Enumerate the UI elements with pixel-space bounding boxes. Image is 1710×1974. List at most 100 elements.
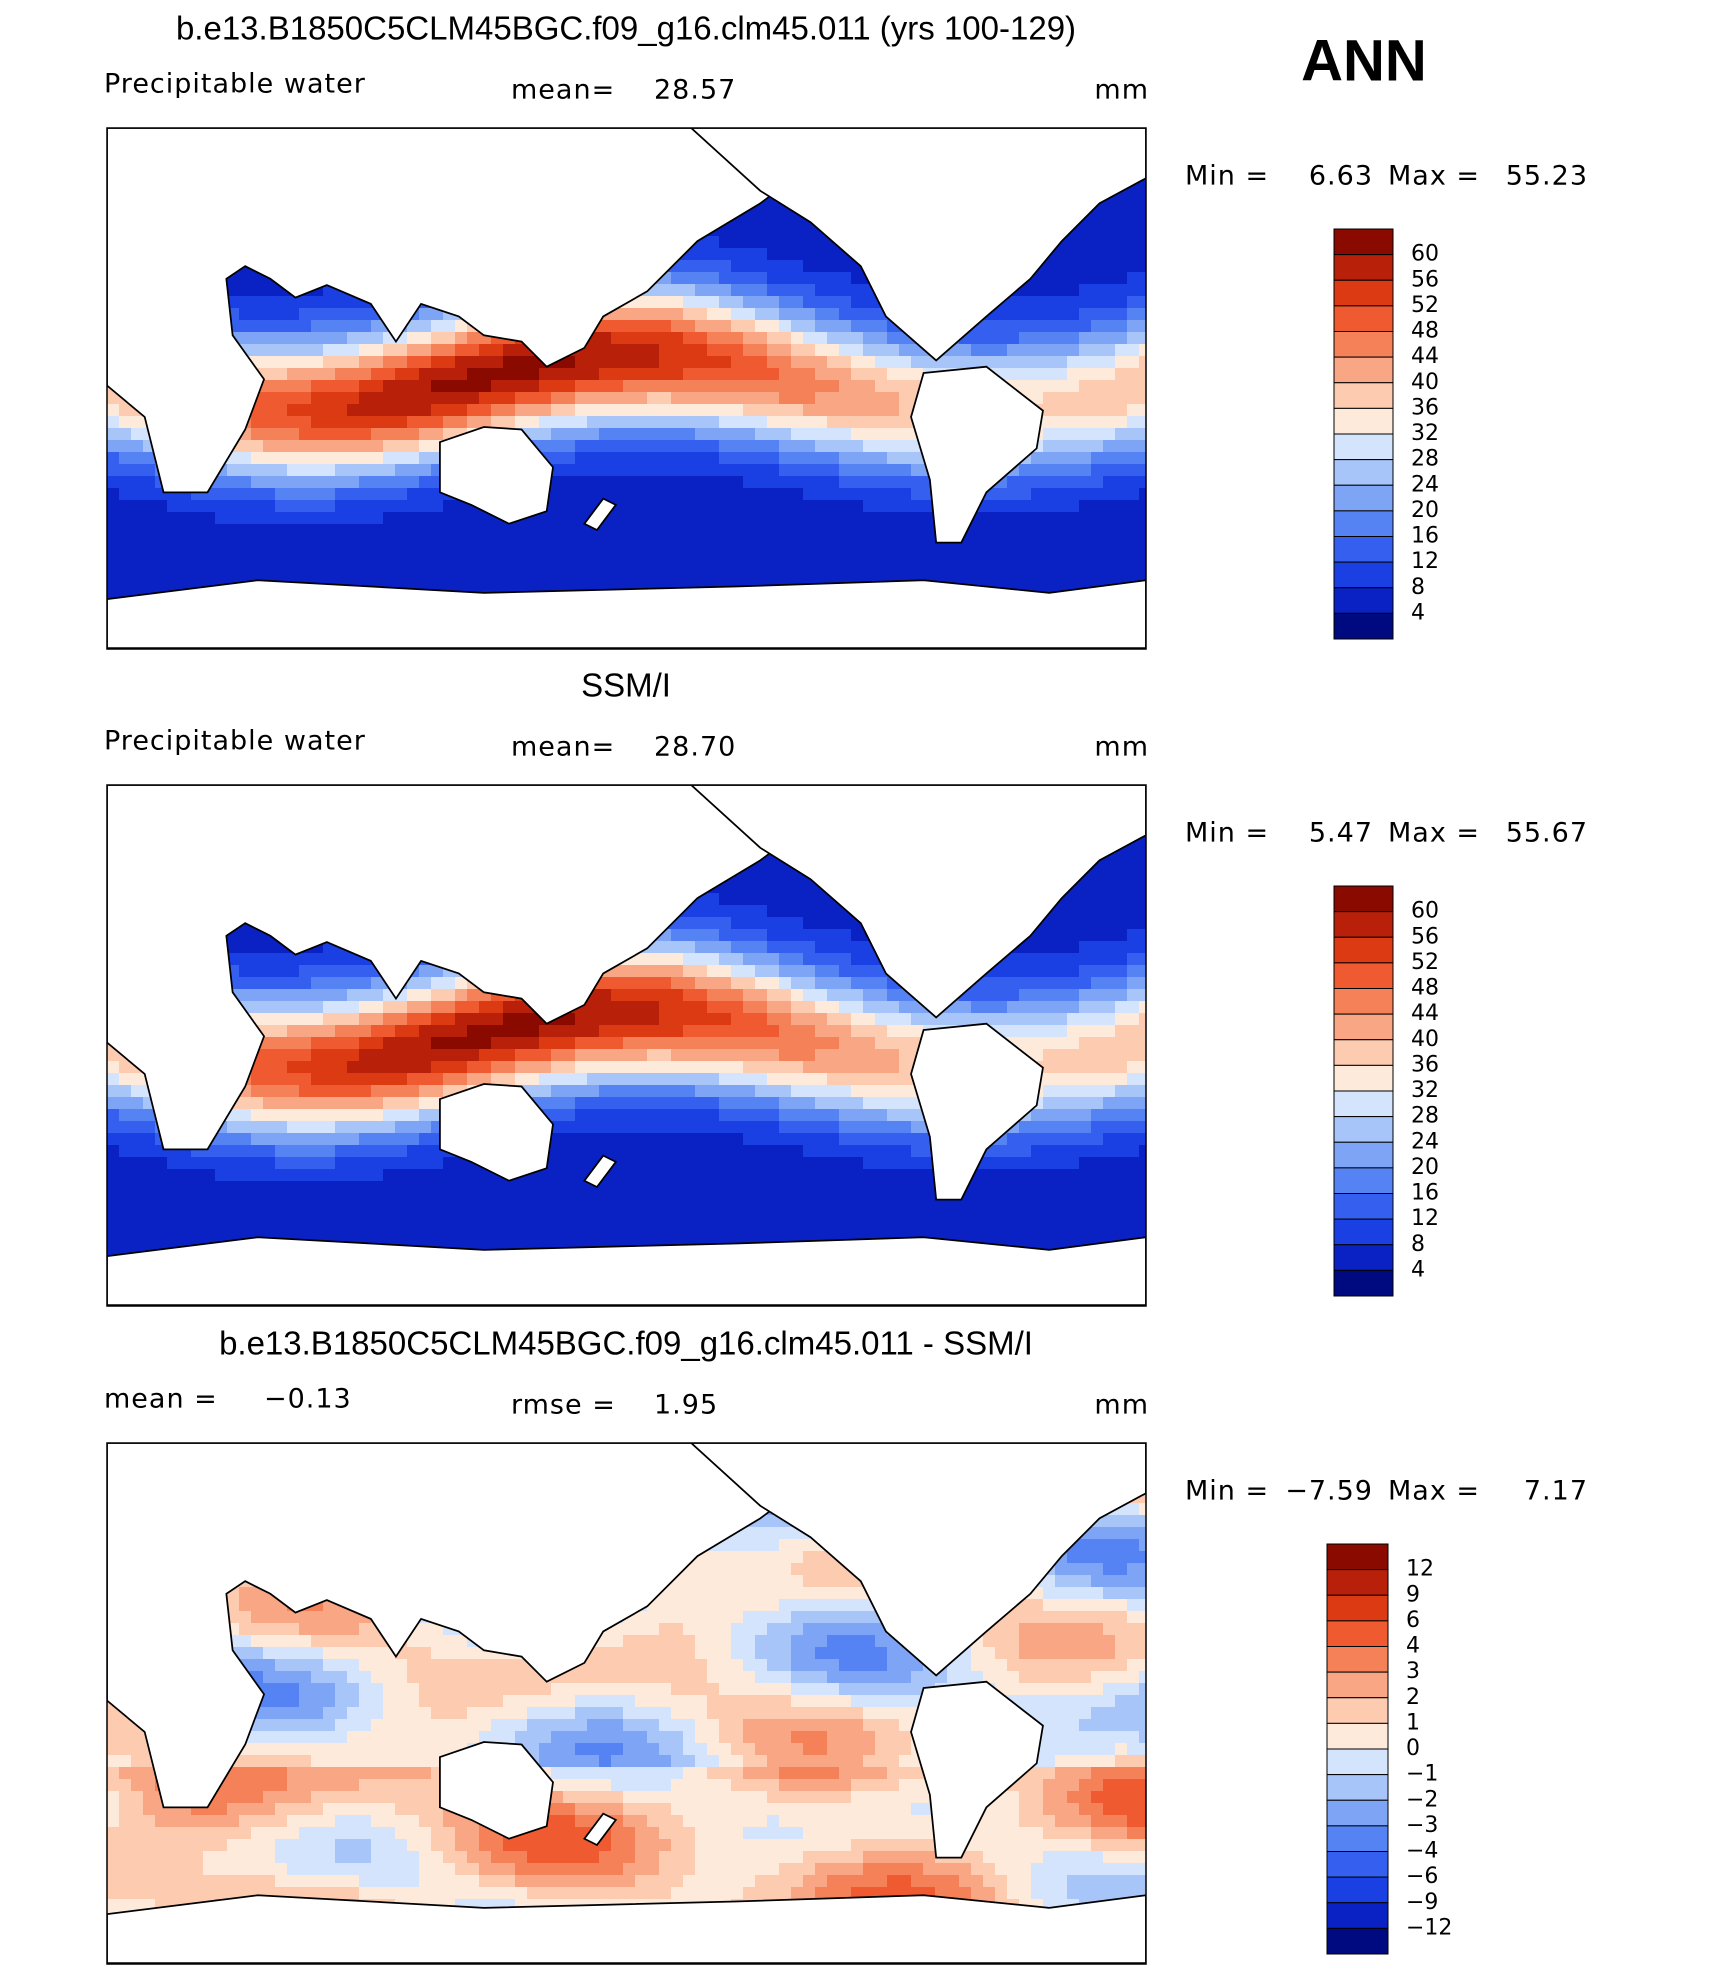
map-cell — [1115, 893, 1128, 906]
map-cell — [1127, 428, 1140, 441]
map-cell — [419, 548, 432, 561]
map-cell — [983, 344, 996, 357]
map-cell — [527, 416, 540, 429]
map-cell — [347, 296, 360, 309]
map-cell — [1043, 392, 1056, 405]
map-cell — [659, 560, 672, 573]
map-cell — [551, 428, 564, 441]
map-cell — [323, 416, 336, 429]
map-cell — [791, 476, 804, 489]
map-cell — [1055, 260, 1068, 273]
map-cell — [299, 488, 312, 501]
map-cell — [1103, 857, 1116, 870]
map-cell — [1139, 905, 1146, 918]
map-cell — [371, 332, 384, 345]
map-cell — [1139, 845, 1146, 858]
map-cell — [995, 560, 1008, 573]
map-cell — [635, 392, 648, 405]
map-cell — [515, 344, 528, 357]
colorbar-label: 44 — [1411, 344, 1439, 369]
map-cell — [1139, 464, 1146, 477]
map-cell — [1019, 308, 1032, 321]
map-cell — [827, 917, 840, 930]
map-cell — [1067, 236, 1080, 249]
map-cell — [575, 512, 588, 525]
map-cell — [395, 440, 408, 453]
map-cell — [407, 344, 420, 357]
map-cell — [1067, 488, 1080, 501]
map-cell — [467, 344, 480, 357]
map-cell — [1103, 476, 1116, 489]
map-cell — [407, 572, 420, 585]
map-cell — [335, 344, 348, 357]
map-cell — [395, 428, 408, 441]
map-cell — [1067, 344, 1080, 357]
map-cell — [1127, 869, 1140, 882]
map-cell — [815, 524, 828, 537]
map-cell — [815, 236, 828, 249]
map-cell — [1127, 893, 1140, 906]
map-cell — [215, 536, 228, 549]
map-cell — [719, 320, 732, 333]
map-cell — [755, 248, 768, 261]
map-cell — [323, 464, 336, 477]
map-cell — [1019, 344, 1032, 357]
map-cell — [779, 917, 792, 930]
map-cell — [635, 380, 648, 393]
map-cell — [155, 548, 168, 561]
map-cell — [1127, 464, 1140, 477]
map-cell — [1115, 200, 1128, 213]
map-cell — [551, 524, 564, 537]
map-cell — [251, 416, 264, 429]
map-cell — [1139, 296, 1146, 309]
map-cell — [299, 368, 312, 381]
map-cell — [863, 308, 876, 321]
map-cell — [911, 560, 924, 573]
map-cell — [959, 548, 972, 561]
map-cell — [467, 548, 480, 561]
map-cell — [431, 536, 444, 549]
map-cell — [743, 500, 756, 513]
map-cell — [659, 416, 672, 429]
map-cell — [743, 893, 756, 906]
map-cell — [371, 488, 384, 501]
map-cell — [887, 512, 900, 525]
colorbar-label: 28 — [1411, 447, 1439, 472]
map-cell — [1079, 260, 1092, 273]
map-cell — [971, 536, 984, 549]
map-cell — [815, 536, 828, 549]
map-cell — [299, 308, 312, 321]
map-cell — [623, 344, 636, 357]
map-cell — [191, 500, 204, 513]
map-cell — [299, 536, 312, 549]
map-cell — [707, 440, 720, 453]
map-cell — [779, 248, 792, 261]
map-cell — [767, 548, 780, 561]
map-cell — [695, 368, 708, 381]
map-cell — [1139, 488, 1146, 501]
map-cell — [299, 332, 312, 345]
map-cell — [695, 905, 708, 918]
map-cell — [683, 488, 696, 501]
map-cell — [551, 572, 564, 585]
map-cell — [779, 452, 792, 465]
map-cell — [1091, 512, 1104, 525]
map-cell — [179, 500, 192, 513]
map-cell — [707, 356, 720, 369]
map-cell — [1115, 881, 1128, 894]
map-cell — [527, 368, 540, 381]
map-cell — [899, 500, 912, 513]
map-cell — [587, 464, 600, 477]
map-cell — [1055, 272, 1068, 285]
map-cell — [803, 524, 816, 537]
map-cell — [515, 368, 528, 381]
map-cell — [347, 380, 360, 393]
map-cell — [251, 284, 264, 297]
map-cell — [1043, 452, 1056, 465]
map-cell — [851, 548, 864, 561]
map-cell — [503, 392, 516, 405]
map-cell — [491, 380, 504, 393]
map-cell — [1127, 200, 1140, 213]
map-cell — [671, 368, 684, 381]
map-cell — [443, 332, 456, 345]
